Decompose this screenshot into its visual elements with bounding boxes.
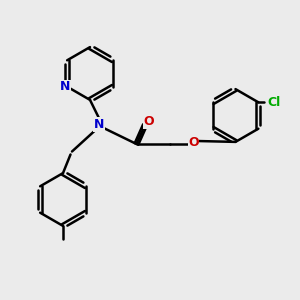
Text: N: N [94, 118, 104, 131]
Text: O: O [188, 136, 199, 149]
Text: Cl: Cl [267, 96, 280, 109]
Text: O: O [143, 115, 154, 128]
Text: N: N [59, 80, 70, 93]
